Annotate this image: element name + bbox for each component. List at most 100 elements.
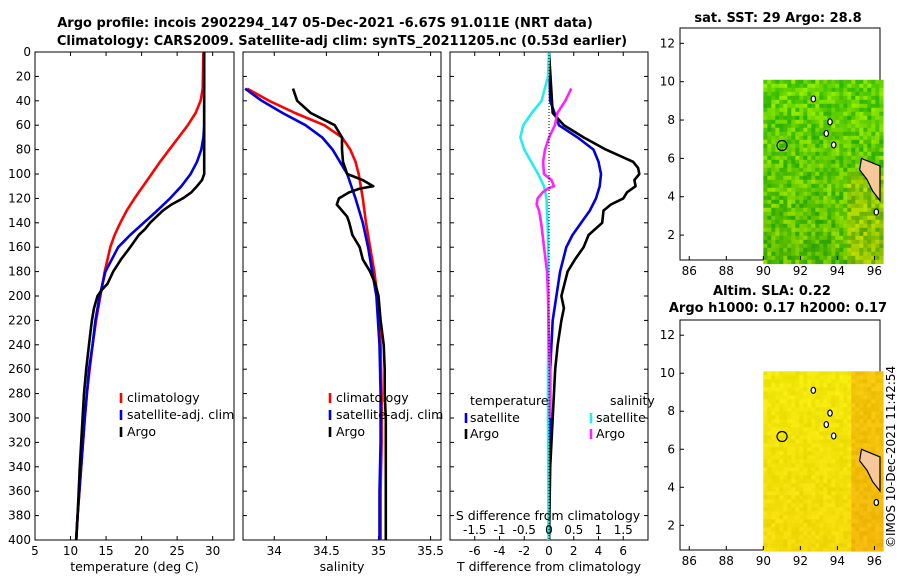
- heatmap-cell: [795, 499, 800, 504]
- heatmap-cell: [807, 231, 812, 237]
- heatmap-cell: [847, 371, 852, 376]
- heatmap-cell: [831, 175, 836, 181]
- heatmap-cell: [879, 455, 884, 460]
- heatmap-cell: [863, 179, 868, 185]
- heatmap-cell: [871, 387, 876, 392]
- heatmap-cell: [859, 375, 864, 380]
- heatmap-cell: [879, 131, 884, 137]
- heatmap-cell: [859, 235, 864, 241]
- heatmap-cell: [787, 419, 792, 424]
- heatmap-cell: [771, 195, 776, 201]
- heatmap-cell: [831, 375, 836, 380]
- heatmap-cell: [807, 467, 812, 472]
- heatmap-cell: [827, 515, 832, 520]
- heatmap-cell: [879, 515, 884, 520]
- heatmap-cell: [827, 207, 832, 213]
- heatmap-cell: [851, 219, 856, 225]
- heatmap-cell: [851, 107, 856, 113]
- heatmap-cell: [851, 247, 856, 253]
- heatmap-cell: [855, 459, 860, 464]
- heatmap-cell: [835, 235, 840, 241]
- heatmap-cell: [767, 91, 772, 97]
- heatmap-cell: [771, 399, 776, 404]
- heatmap-cell: [851, 179, 856, 185]
- heatmap-cell: [791, 123, 796, 129]
- heatmap-cell: [819, 519, 824, 524]
- heatmap-cell: [867, 247, 872, 253]
- heatmap-cell: [811, 511, 816, 516]
- heatmap-cell: [799, 503, 804, 508]
- heatmap-cell: [847, 419, 852, 424]
- heatmap-cell: [823, 471, 828, 476]
- heatmap-cell: [867, 111, 872, 117]
- heatmap-cell: [835, 219, 840, 225]
- heatmap-cell: [843, 123, 848, 129]
- heatmap-cell: [763, 391, 768, 396]
- heatmap-cell: [803, 203, 808, 209]
- heatmap-cell: [859, 463, 864, 468]
- heatmap-cell: [775, 379, 780, 384]
- heatmap-cell: [767, 143, 772, 149]
- heatmap-cell: [859, 515, 864, 520]
- heatmap-cell: [799, 403, 804, 408]
- heatmap-cell: [831, 479, 836, 484]
- heatmap-cell: [803, 115, 808, 121]
- heatmap-cell: [771, 147, 776, 153]
- heatmap-cell: [823, 115, 828, 121]
- heatmap-cell: [771, 115, 776, 121]
- depth-tick-label: 60: [16, 118, 31, 132]
- heatmap-cell: [839, 431, 844, 436]
- heatmap-cell: [763, 191, 768, 197]
- depth-tick-label: 40: [16, 94, 31, 108]
- heatmap-cell: [871, 191, 876, 197]
- heatmap-cell: [763, 255, 768, 261]
- heatmap-cell: [843, 127, 848, 133]
- heatmap-cell: [799, 143, 804, 149]
- heatmap-cell: [871, 103, 876, 109]
- heatmap-cell: [867, 535, 872, 540]
- heatmap-cell: [779, 459, 784, 464]
- heatmap-cell: [839, 143, 844, 149]
- heatmap-cell: [851, 495, 856, 500]
- heatmap-cell: [779, 83, 784, 89]
- heatmap-cell: [835, 83, 840, 89]
- heatmap-cell: [851, 527, 856, 532]
- heatmap-cell: [811, 467, 816, 472]
- heatmap-cell: [819, 199, 824, 205]
- heatmap-cell: [831, 179, 836, 185]
- heatmap-cell: [811, 215, 816, 221]
- heatmap-cell: [775, 459, 780, 464]
- heatmap-cell: [779, 247, 784, 253]
- heatmap-cell: [839, 135, 844, 141]
- heatmap-cell: [823, 215, 828, 221]
- heatmap-cell: [823, 439, 828, 444]
- island-outline: [830, 141, 837, 149]
- heatmap-cell: [807, 483, 812, 488]
- heatmap-cell: [783, 183, 788, 189]
- heatmap-cell: [843, 435, 848, 440]
- heatmap-cell: [815, 187, 820, 193]
- heatmap-cell: [819, 183, 824, 189]
- heatmap-cell: [835, 455, 840, 460]
- heatmap-cell: [795, 395, 800, 400]
- heatmap-cell: [811, 235, 816, 241]
- heatmap-cell: [787, 235, 792, 241]
- heatmap-cell: [807, 183, 812, 189]
- heatmap-cell: [799, 87, 804, 93]
- heatmap-cell: [843, 215, 848, 221]
- heatmap-cell: [855, 467, 860, 472]
- heatmap-cell: [815, 467, 820, 472]
- heatmap-cell: [835, 167, 840, 173]
- figure-title-line1: Argo profile: incois 2902294_147 05-Dec-…: [57, 16, 593, 31]
- heatmap-cell: [799, 211, 804, 217]
- heatmap-cell: [767, 131, 772, 137]
- island-outline: [810, 386, 817, 394]
- heatmap-cell: [859, 479, 864, 484]
- heatmap-cell: [775, 427, 780, 432]
- heatmap-cell: [835, 191, 840, 197]
- heatmap-cell: [835, 207, 840, 213]
- heatmap-cell: [767, 439, 772, 444]
- heatmap-cell: [799, 151, 804, 157]
- heatmap-cell: [779, 463, 784, 468]
- heatmap-cell: [763, 99, 768, 105]
